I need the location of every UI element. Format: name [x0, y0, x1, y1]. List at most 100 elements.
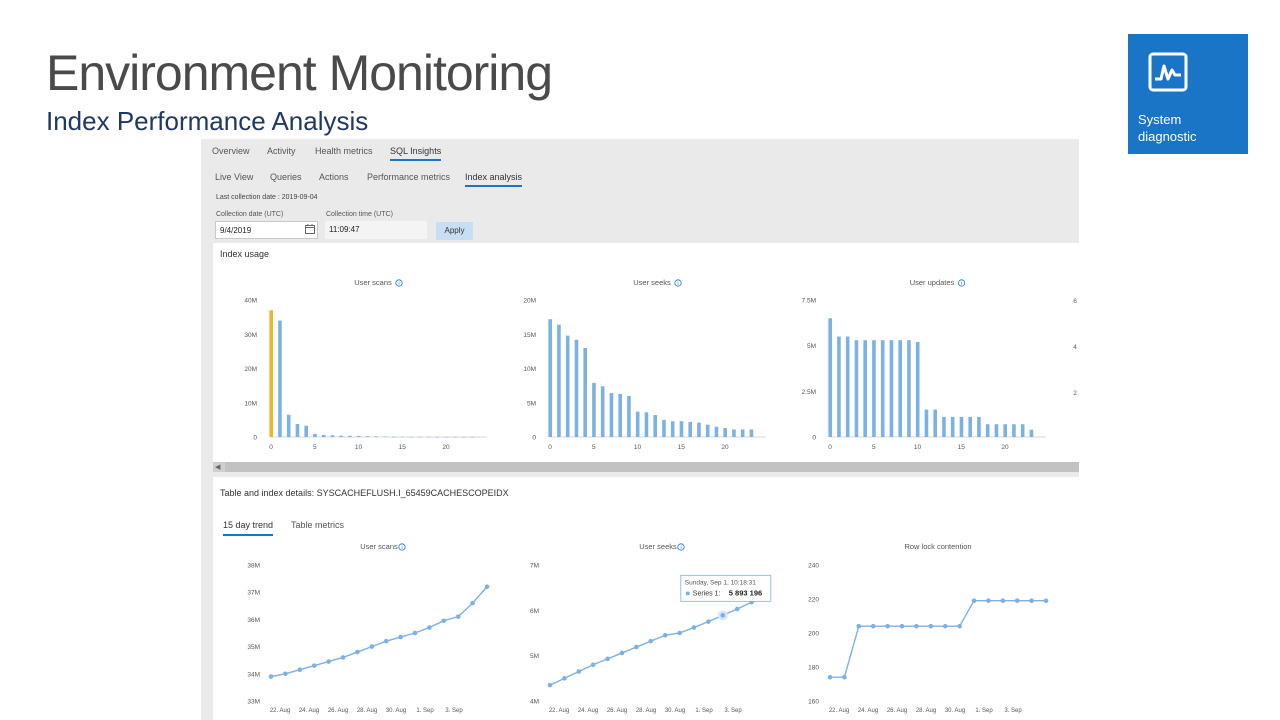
horizontal-scrollbar[interactable]: ◀ [213, 462, 1079, 472]
index-usage-title: Index usage [220, 249, 270, 259]
slide-title: Environment Monitoring [46, 45, 553, 101]
tab-table-metrics[interactable]: Table metrics [291, 520, 345, 530]
y-tick-label: 200 [808, 631, 819, 638]
scrollbar-thumb[interactable] [225, 462, 1079, 472]
x-tick-label: 10 [634, 444, 642, 451]
x-tick-label: 22. Aug [829, 708, 849, 714]
info-icon[interactable]: i [395, 279, 403, 287]
data-point [484, 584, 490, 590]
bar [1003, 424, 1007, 437]
x-tick-label: 28. Aug [916, 708, 936, 714]
series-line [549, 596, 767, 686]
y-tick-label: 30M [244, 332, 257, 339]
x-tick-label: 20 [721, 444, 729, 451]
bar [653, 415, 657, 437]
collection-time-input[interactable]: 11:09:47 [325, 221, 427, 239]
bar [898, 340, 902, 437]
y-tick-label: 5M [530, 653, 539, 660]
tab-actions[interactable]: Actions [319, 172, 349, 182]
bar [670, 421, 675, 437]
y-tick-label: 0 [253, 435, 257, 442]
bar [985, 424, 990, 437]
data-point [885, 623, 890, 629]
x-tick-label: 28. Aug [357, 708, 377, 714]
data-point [914, 623, 919, 629]
info-icon[interactable]: i [398, 543, 406, 551]
x-tick-label: 26. Aug [607, 708, 627, 714]
bar [339, 435, 343, 437]
y-tick-label: 40M [244, 298, 257, 305]
tooltip-series: Series 1: [693, 590, 721, 597]
slide-subtitle: Index Performance Analysis [46, 106, 369, 136]
main-tabs: Overview Activity Health metrics SQL Ins… [201, 139, 1079, 163]
bar [383, 436, 387, 438]
data-point [311, 663, 317, 668]
bar [924, 409, 929, 437]
x-tick-label: 15 [678, 444, 686, 451]
data-point [369, 644, 375, 649]
bar [409, 436, 413, 438]
x-tick-label: 5 [592, 444, 596, 451]
x-tick-label: 10 [914, 444, 922, 451]
info-icon[interactable]: i [674, 279, 682, 287]
bar [330, 435, 335, 437]
pulse-monitor-icon [1148, 52, 1188, 92]
tab-performance-metrics[interactable]: Performance metrics [367, 172, 451, 182]
data-point [1043, 598, 1049, 603]
y-tick-label: 6M [530, 608, 539, 615]
bar [837, 336, 841, 437]
system-diagnostic-badge[interactable]: System diagnostic [1128, 34, 1248, 154]
chart-title: User seeks [639, 542, 677, 551]
bar [1012, 424, 1016, 437]
data-point [691, 625, 697, 630]
series-line [270, 586, 488, 678]
tab-index-analysis[interactable]: Index analysis [465, 172, 523, 187]
data-point [899, 623, 905, 629]
bar [889, 340, 894, 437]
bar [435, 436, 440, 438]
bar [295, 423, 300, 437]
bar [313, 433, 317, 437]
y-tick-label: 160 [808, 699, 819, 706]
x-tick-label: 15 [958, 444, 966, 451]
data-point [1029, 598, 1034, 603]
info-icon[interactable]: i [677, 543, 685, 551]
data-point [470, 600, 475, 606]
bar [583, 347, 587, 437]
tab-overview[interactable]: Overview [212, 146, 250, 156]
bar [828, 318, 832, 437]
bar [365, 436, 370, 437]
info-icon[interactable]: i [957, 279, 966, 287]
x-tick-label: 22. Aug [549, 708, 569, 714]
data-point [355, 649, 360, 655]
data-point [677, 630, 682, 636]
last-collection-date: Last collection date : 2019-09-04 [216, 194, 318, 201]
bar [618, 393, 622, 437]
apply-button[interactable]: Apply [436, 222, 473, 240]
data-point [942, 623, 948, 629]
scroll-left-icon[interactable]: ◀ [215, 464, 221, 471]
bar [959, 416, 964, 437]
tab-live-view[interactable]: Live View [215, 172, 254, 182]
chart-title: User scans [354, 278, 392, 287]
x-tick-label: 1. Sep [416, 708, 434, 714]
tab-sql-insights[interactable]: SQL Insights [390, 146, 442, 161]
bar [942, 416, 946, 437]
data-point [1014, 598, 1020, 603]
bar [723, 428, 727, 437]
tab-15-day-trend[interactable]: 15 day trend [223, 520, 274, 536]
tab-health-metrics[interactable]: Health metrics [315, 146, 373, 156]
data-point [283, 671, 288, 677]
calendar-icon[interactable] [305, 224, 315, 234]
y-tick-label: 4 [1073, 344, 1077, 351]
bar [609, 393, 614, 437]
bar [863, 340, 867, 437]
bar [679, 421, 684, 437]
tab-queries[interactable]: Queries [270, 172, 302, 182]
tab-activity[interactable]: Activity [267, 146, 296, 156]
svg-text:i: i [961, 281, 962, 287]
collection-date-input[interactable]: 9/4/2019 [215, 221, 318, 239]
x-tick-label: 5 [872, 444, 876, 451]
bar [977, 416, 981, 437]
data-point [634, 644, 639, 650]
